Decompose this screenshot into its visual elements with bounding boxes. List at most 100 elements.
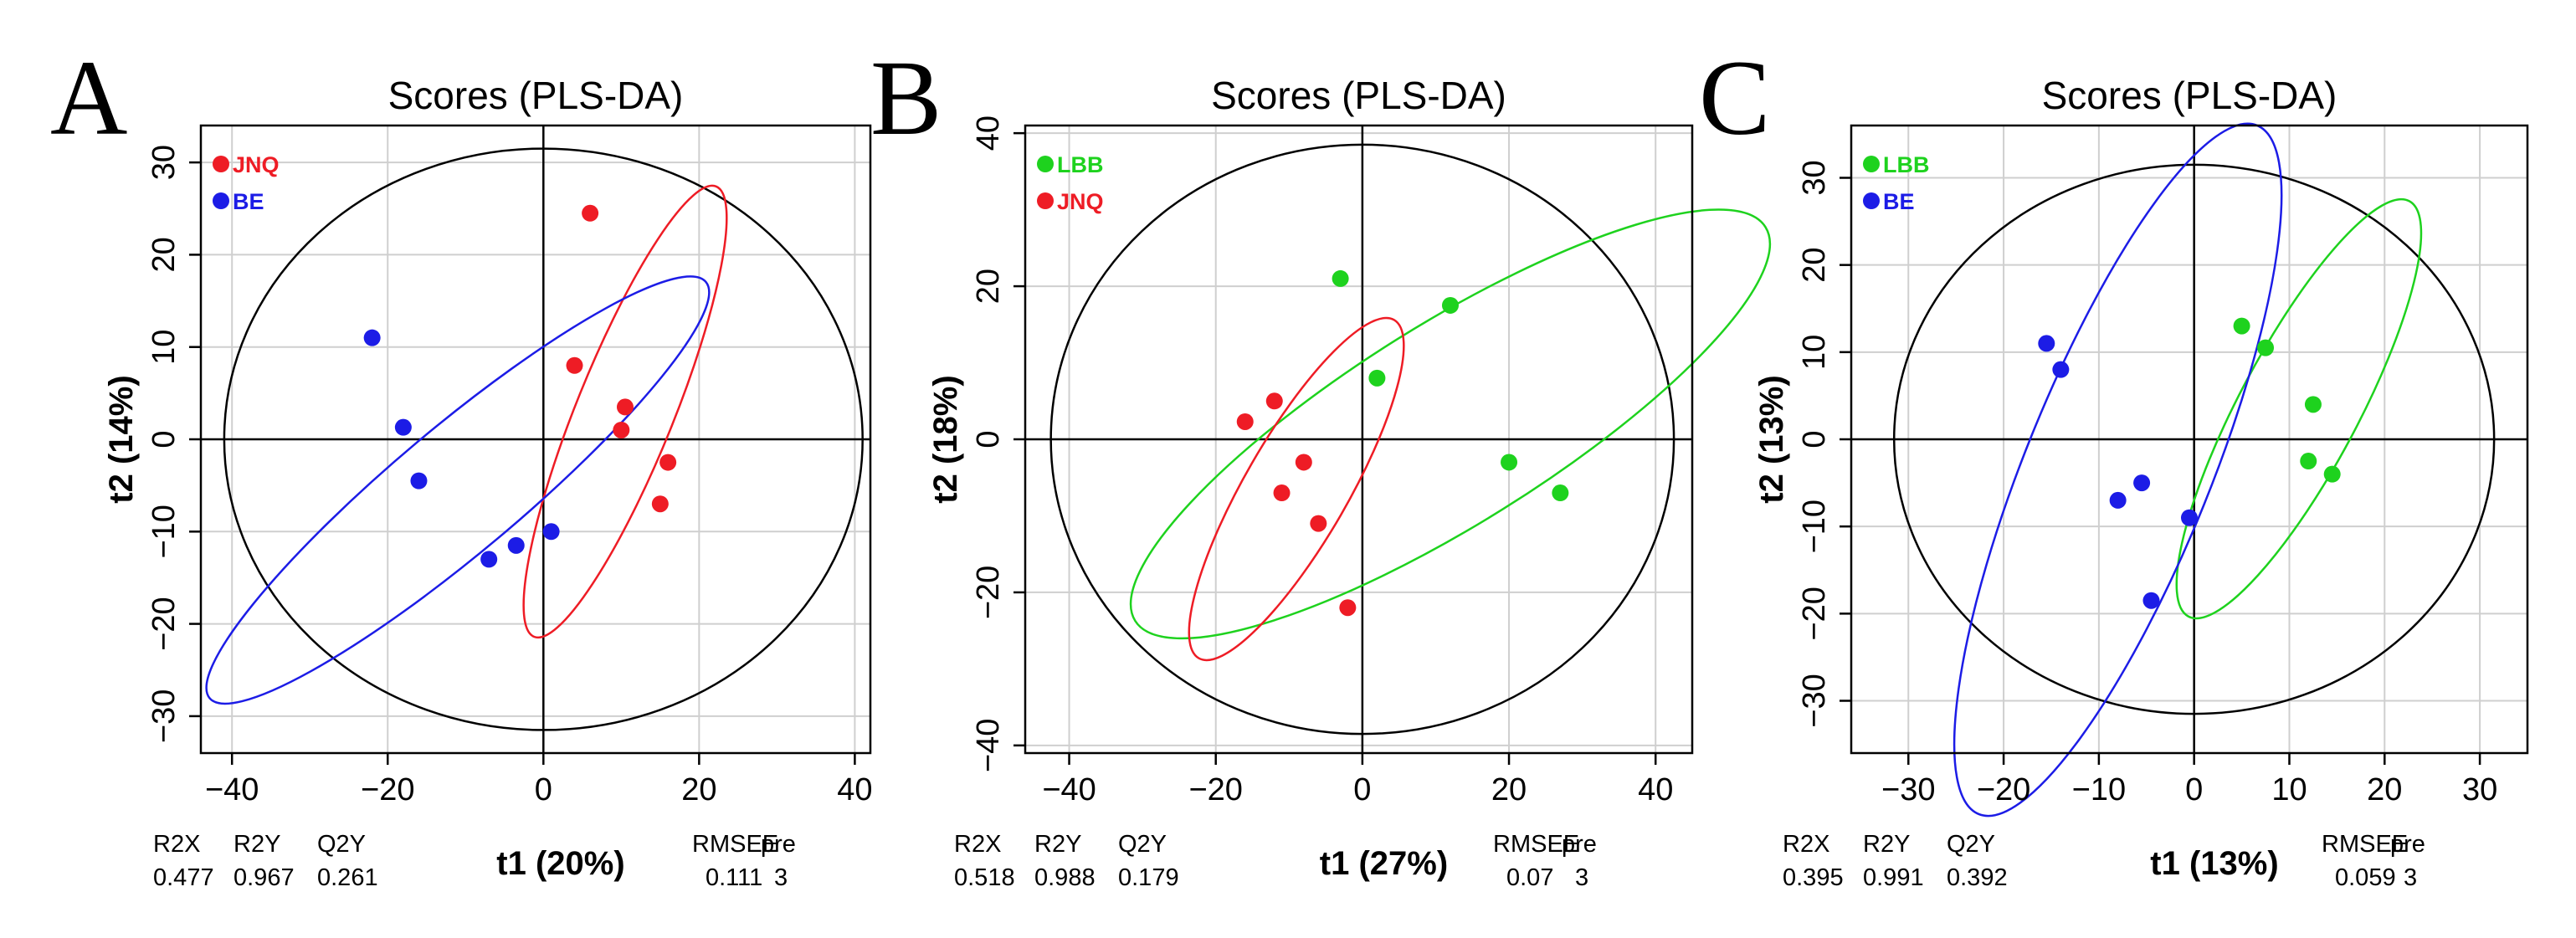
x-tick-label: −40 <box>205 772 259 807</box>
series-be <box>363 329 560 568</box>
stat-label: Q2Y <box>317 831 366 858</box>
x-tick-label: 20 <box>1491 772 1527 807</box>
panel-letter: B <box>870 38 942 157</box>
data-point <box>363 329 381 346</box>
data-point <box>1552 484 1569 502</box>
data-point <box>1310 515 1327 532</box>
legend-marker <box>1037 156 1054 172</box>
x-tick-label: 0 <box>535 772 552 807</box>
group-ellipse-blue <box>205 275 711 705</box>
data-point <box>542 523 560 541</box>
data-point <box>480 551 498 568</box>
stat-label: R2Y <box>233 831 280 858</box>
data-point <box>2323 465 2341 483</box>
legend-label: LBB <box>1883 152 1930 177</box>
plot-title: Scores (PLS-DA) <box>388 74 684 117</box>
y-tick-label: −20 <box>1797 587 1832 640</box>
data-point <box>1273 484 1291 502</box>
axis-ticks: −40 −20 0 20 40 −30 −20 −10 0 10 20 30 <box>146 145 873 807</box>
stat-label: RMSEE <box>692 831 778 858</box>
stat-value: 0.179 <box>1118 864 1179 891</box>
model-stats: R2X 0.477 R2Y 0.967 Q2Y 0.261 RMSEE 0.111 pre 3 <box>153 831 796 891</box>
stat-label: Q2Y <box>1118 831 1167 858</box>
x-tick-label: −30 <box>1881 772 1935 807</box>
x-tick-label: 40 <box>1638 772 1673 807</box>
stat-value: 0.261 <box>317 864 378 891</box>
panel-letter: C <box>1699 38 1770 157</box>
data-point <box>2257 339 2275 356</box>
series-be <box>2038 335 2198 609</box>
panel-b: B Scores (PLS-DA) LBB JNQ −40 −20 0 20 40 −40 −20 0… <box>870 38 1772 891</box>
legend-marker <box>213 192 229 209</box>
group-ellipse-red <box>1188 316 1405 662</box>
data-point <box>2038 335 2055 352</box>
x-tick-label: 10 <box>2271 772 2307 807</box>
hotelling-ellipse <box>223 147 864 731</box>
legend: LBB BE <box>1863 152 1930 214</box>
stat-label: RMSEE <box>2322 831 2408 858</box>
model-stats: R2X 0.395 R2Y 0.991 Q2Y 0.392 RMSEE 0.059 pre 3 <box>1783 831 2425 891</box>
stat-label: R2X <box>153 831 200 858</box>
series-lbb <box>2233 317 2341 483</box>
data-point <box>1236 413 1254 430</box>
group-ellipse-green <box>2175 197 2423 620</box>
stat-value: 0.392 <box>1947 864 2008 891</box>
y-tick-label: 20 <box>971 269 1006 304</box>
stat-value: 3 <box>774 864 788 891</box>
y-tick-label: −30 <box>146 689 182 743</box>
y-tick-label: 30 <box>146 145 182 180</box>
y-tick-label: −20 <box>971 566 1006 619</box>
panel-letter: A <box>50 38 127 157</box>
x-tick-label: 20 <box>681 772 716 807</box>
stat-value: 0.111 <box>706 864 762 891</box>
stat-value: 0.518 <box>954 864 1015 891</box>
y-tick-label: 0 <box>1797 430 1832 448</box>
data-point <box>1295 454 1312 471</box>
axis-ticks: −40 −20 0 20 40 −40 −20 0 20 40 <box>971 115 1673 807</box>
y-axis-label: t2 (18%) <box>927 375 964 503</box>
data-point <box>1332 269 1349 287</box>
stat-value: 0.059 <box>2335 864 2396 891</box>
series-jnq <box>1236 392 1357 617</box>
x-tick-label: −40 <box>1042 772 1096 807</box>
stat-label: Q2Y <box>1947 831 1995 858</box>
stat-value: 0.07 <box>1506 864 1553 891</box>
stat-label: R2X <box>1783 831 1829 858</box>
stat-label: R2X <box>954 831 1001 858</box>
x-axis-label: t1 (13%) <box>2150 845 2278 882</box>
y-tick-label: 30 <box>1797 160 1832 195</box>
stat-value: 0.991 <box>1863 864 1924 891</box>
data-point <box>659 454 677 471</box>
legend-marker <box>1863 156 1880 172</box>
stat-label: pre <box>761 831 796 858</box>
legend-label: BE <box>233 189 264 214</box>
x-tick-label: 20 <box>2367 772 2402 807</box>
stat-value: 3 <box>1575 864 1588 891</box>
data-point <box>2052 361 2070 378</box>
legend: LBB JNQ <box>1037 152 1104 214</box>
hotelling-ellipse <box>1049 143 1675 736</box>
y-tick-label: 0 <box>971 430 1006 448</box>
x-tick-label: −20 <box>1188 772 1242 807</box>
data-point <box>2233 317 2250 335</box>
y-tick-label: 0 <box>146 430 182 448</box>
data-point <box>616 398 634 416</box>
legend-label: LBB <box>1057 152 1104 177</box>
y-axis-label: t2 (14%) <box>103 375 140 503</box>
data-point <box>2109 491 2127 509</box>
y-tick-label: −10 <box>1797 500 1832 553</box>
data-point <box>2300 453 2317 470</box>
legend-label: JNQ <box>1057 189 1104 214</box>
data-point <box>394 418 412 436</box>
legend-label: BE <box>1883 189 1915 214</box>
data-point <box>1339 599 1357 617</box>
model-stats: R2X 0.518 R2Y 0.988 Q2Y 0.179 RMSEE 0.07 pre 3 <box>954 831 1597 891</box>
data-point <box>1368 369 1386 387</box>
hotelling-ellipse <box>1892 163 2496 715</box>
y-tick-label: −40 <box>971 719 1006 772</box>
data-point <box>2142 592 2160 609</box>
data-point <box>2181 509 2198 526</box>
group-ellipse-green <box>1129 208 1772 640</box>
